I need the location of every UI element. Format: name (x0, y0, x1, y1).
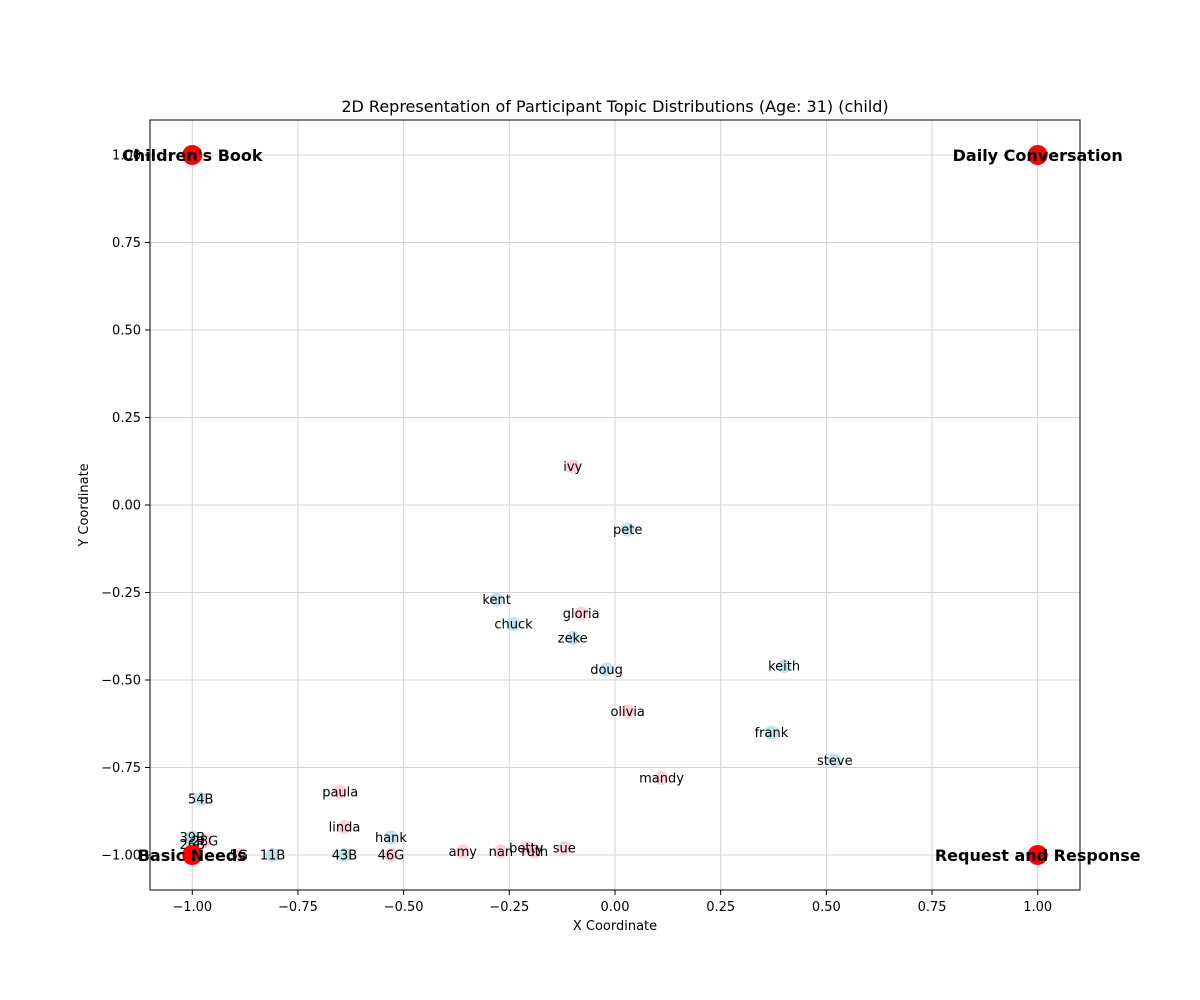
x-tick-label: 0.00 (601, 900, 630, 915)
point-label: keith (768, 660, 800, 675)
x-tick-label: −0.75 (278, 900, 318, 915)
anchor-label: Request and Response (935, 846, 1141, 865)
data-point-girl (574, 606, 589, 621)
point-label: 39B (180, 831, 205, 846)
anchor-label: Basic Needs (138, 846, 247, 865)
data-point-girl (231, 848, 246, 862)
point-label: mandy (639, 772, 684, 787)
point-label: kent (482, 593, 510, 608)
x-tick-label: −1.00 (172, 900, 212, 915)
data-point-girl (337, 820, 352, 834)
y-axis-label: Y Coordinate (77, 463, 92, 547)
anchor-label: Daily Conversation (953, 146, 1123, 165)
data-point-girl (333, 785, 348, 799)
anchor-point (182, 845, 203, 865)
data-point-girl (493, 844, 508, 859)
point-label: steve (817, 754, 853, 769)
point-label: 28G (192, 835, 219, 850)
x-tick-label: −0.25 (489, 900, 529, 915)
anchor-point (1027, 145, 1048, 165)
x-tick-label: 1.00 (1023, 900, 1052, 915)
point-label: 46G (378, 849, 405, 864)
point-labels: ivy pete kent gloria chuck zeke doug keith olivi… (180, 460, 853, 864)
data-point-boy (193, 792, 208, 806)
x-tick-label: 0.25 (706, 900, 735, 915)
data-point-boy (827, 753, 842, 768)
data-point-girl (383, 848, 398, 862)
y-tick-label: 0.00 (112, 499, 141, 514)
y-tick-label: 0.50 (112, 324, 141, 339)
x-tick-label: 0.75 (918, 900, 947, 915)
point-label: doug (590, 663, 623, 678)
point-label: hank (375, 831, 407, 846)
point-label: 5G (230, 849, 248, 864)
data-point-boy (489, 592, 504, 607)
data-point-girl (654, 771, 669, 785)
chart-title: 2D Representation of Participant Topic D… (341, 97, 888, 116)
data-point-boy (777, 659, 792, 673)
point-label: frank (755, 726, 789, 741)
data-point-boy (599, 662, 614, 677)
point-label: linda (329, 821, 361, 836)
data-point-boy (764, 725, 779, 740)
anchor-point (182, 145, 203, 165)
anchor-label: Children's Book (122, 146, 263, 165)
x-axis-ticks: −1.00 −0.75 −0.50 −0.25 0.00 0.25 0.50 0.75 1.00 (172, 890, 1052, 915)
data-point-boy (265, 848, 280, 862)
data-point-girl (197, 834, 212, 848)
data-point-girl (557, 841, 572, 855)
data-point-boy (383, 830, 398, 845)
point-label: 43B (332, 849, 357, 864)
point-label: pete (613, 523, 642, 538)
point-label: sue (553, 842, 576, 857)
y-tick-label: 0.75 (112, 236, 141, 251)
x-tick-label: 0.50 (812, 900, 841, 915)
anchor-point (1027, 845, 1048, 865)
point-label: paula (322, 786, 358, 801)
data-point-girl (565, 459, 580, 474)
data-point-girl (527, 844, 542, 859)
y-tick-label: −0.25 (101, 586, 141, 601)
y-axis-ticks: −1.00 −0.75 −0.50 −0.25 0.00 0.25 0.50 0.75 1.00 (101, 149, 150, 864)
point-label: olivia (610, 705, 644, 720)
x-tick-label: −0.50 (384, 900, 424, 915)
data-point-boy (620, 522, 635, 537)
grid-lines (150, 120, 1080, 890)
point-label: betty (509, 842, 543, 857)
data-point-boy (506, 617, 521, 631)
point-label: ruth (521, 845, 548, 860)
y-tick-label: −0.75 (101, 761, 141, 776)
y-tick-label: −0.50 (101, 674, 141, 689)
point-label: nan (489, 845, 513, 860)
y-tick-label: 1.00 (112, 149, 141, 164)
point-label: chuck (494, 618, 533, 633)
x-axis-label: X Coordinate (573, 919, 657, 934)
data-point-boy (565, 631, 580, 645)
point-label: zeke (558, 632, 588, 647)
point-label: ivy (563, 460, 582, 475)
point-label: 54B (188, 793, 213, 808)
point-label: 11B (260, 849, 285, 864)
data-point-girl (455, 844, 470, 859)
point-label: amy (449, 845, 478, 860)
data-point-girl (620, 704, 635, 719)
y-tick-label: 0.25 (112, 411, 141, 426)
y-tick-label: −1.00 (101, 849, 141, 864)
data-point-boy (337, 848, 352, 862)
point-label: gloria (563, 607, 600, 622)
